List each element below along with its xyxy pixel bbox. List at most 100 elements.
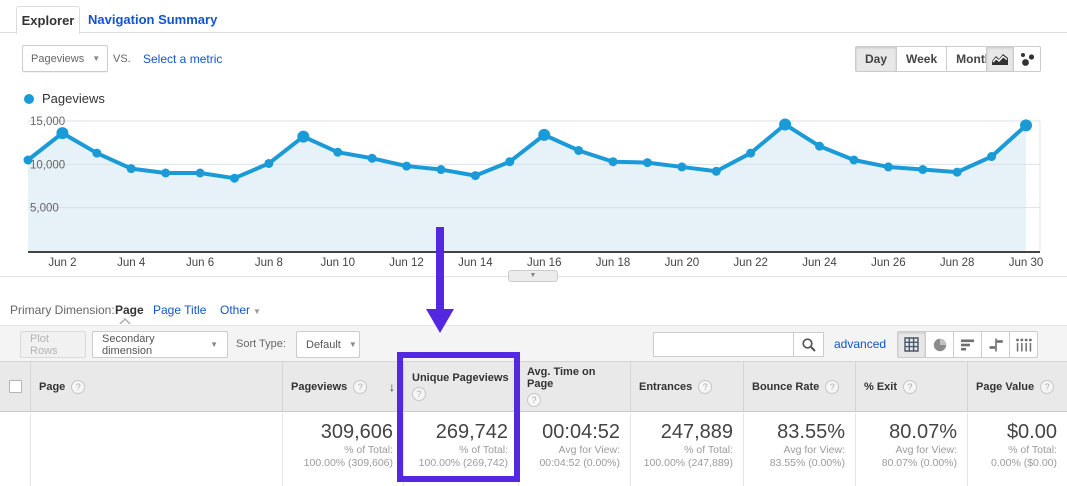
- column-header-page[interactable]: Page?: [30, 362, 282, 411]
- vs-label: VS.: [113, 53, 131, 65]
- horizontal-bars-icon: [960, 339, 974, 350]
- help-icon[interactable]: ?: [527, 393, 541, 407]
- table-view-button[interactable]: [897, 331, 926, 358]
- cell-pageviews: 309,606 % of Total: 100.00% (309,606): [282, 413, 403, 486]
- primary-dimension-bar: Primary Dimension: Page Page Title Other…: [0, 300, 1067, 324]
- sort-type-label: Sort Type:: [236, 338, 286, 350]
- cell-unique-pageviews: 269,742 % of Total: 100.00% (269,742): [403, 413, 518, 486]
- table-grid-icon: [904, 337, 919, 352]
- percentage-view-button[interactable]: [925, 331, 954, 358]
- svg-text:Jun 4: Jun 4: [117, 257, 146, 269]
- table-search: [653, 332, 824, 357]
- column-header-bounce-rate[interactable]: Bounce Rate?: [743, 362, 855, 411]
- svg-text:Jun 12: Jun 12: [389, 257, 424, 269]
- timeline-expander-button[interactable]: ▼: [508, 270, 558, 282]
- svg-text:Jun 6: Jun 6: [186, 257, 214, 269]
- cell-entrances: 247,889 % of Total: 100.00% (247,889): [630, 413, 743, 486]
- svg-text:Jun 2: Jun 2: [48, 257, 76, 269]
- cell-avg-time-on-page: 00:04:52 Avg for View: 00:04:52 (0.00%): [518, 413, 630, 486]
- svg-text:10,000: 10,000: [30, 159, 65, 171]
- cell-percent-exit: 80.07% Avg for View: 80.07% (0.00%): [855, 413, 967, 486]
- select-a-metric-link[interactable]: Select a metric: [143, 52, 223, 66]
- search-icon: [801, 337, 816, 352]
- motion-chart-dots-icon: [1021, 53, 1035, 66]
- svg-text:Jun 20: Jun 20: [665, 257, 700, 269]
- table-toolbar: Plot Rows Secondary dimension ▼ Sort Typ…: [0, 325, 1067, 362]
- column-header-pageviews[interactable]: Pageviews? ↓: [282, 362, 403, 411]
- search-button[interactable]: [793, 332, 824, 357]
- sort-descending-icon: ↓: [389, 379, 395, 394]
- chevron-down-icon: ▼: [348, 340, 357, 349]
- expander-caret-icon: ▼: [529, 272, 537, 279]
- series-color-dot: [24, 93, 34, 104]
- chevron-down-icon: ▼: [92, 54, 101, 63]
- svg-text:Jun 14: Jun 14: [458, 257, 493, 269]
- column-header-avg-time-on-page[interactable]: Avg. Time on Page ?: [518, 362, 630, 411]
- column-header-entrances[interactable]: Entrances?: [630, 362, 743, 411]
- primary-dimension-label: Primary Dimension:: [10, 303, 115, 317]
- chevron-down-icon: ▼: [253, 307, 261, 316]
- svg-text:Jun 26: Jun 26: [871, 257, 906, 269]
- cell-bounce-rate: 83.55% Avg for View: 83.55% (0.00%): [743, 413, 855, 486]
- week-button[interactable]: Week: [896, 46, 948, 72]
- comparison-view-button[interactable]: [981, 331, 1010, 358]
- row-checkbox-cell: [0, 413, 30, 486]
- cell-page: [30, 413, 282, 486]
- sort-type-dropdown[interactable]: Default ▼: [296, 331, 360, 358]
- day-button[interactable]: Day: [855, 46, 898, 72]
- svg-text:15,000: 15,000: [30, 116, 65, 128]
- metric-selector-dropdown[interactable]: Pageviews ▼: [22, 45, 108, 72]
- tab-navigation-summary[interactable]: Navigation Summary: [88, 12, 218, 27]
- pivot-icon: [1016, 338, 1032, 351]
- help-icon[interactable]: ?: [71, 379, 86, 394]
- dimension-page-title[interactable]: Page Title: [153, 303, 207, 317]
- help-icon[interactable]: ?: [825, 379, 840, 394]
- advanced-search-link[interactable]: advanced: [834, 337, 887, 351]
- pivot-view-button[interactable]: [1009, 331, 1038, 358]
- chart-type-group: [986, 46, 1041, 72]
- help-icon[interactable]: ?: [412, 387, 426, 401]
- table-header-row: Page? Pageviews? ↓ Unique Pageviews ? Avg…: [0, 361, 1067, 412]
- svg-text:5,000: 5,000: [30, 203, 59, 215]
- table-totals-row: 309,606 % of Total: 100.00% (309,606) 26…: [0, 413, 1067, 486]
- metric-selector-value: Pageviews: [31, 52, 85, 65]
- svg-text:Jun 16: Jun 16: [527, 257, 562, 269]
- motion-chart-button[interactable]: [1013, 46, 1041, 72]
- plot-rows-button[interactable]: Plot Rows: [20, 331, 86, 358]
- line-chart-button[interactable]: [986, 46, 1014, 72]
- help-icon[interactable]: ?: [1040, 379, 1055, 394]
- svg-text:Jun 28: Jun 28: [940, 257, 975, 269]
- series-legend-label: Pageviews: [42, 91, 105, 106]
- tab-explorer[interactable]: Explorer: [16, 6, 80, 34]
- performance-view-button[interactable]: [953, 331, 982, 358]
- svg-text:Jun 10: Jun 10: [320, 257, 355, 269]
- header-checkbox-cell: [0, 362, 30, 411]
- search-input[interactable]: [653, 332, 794, 357]
- view-type-group: [897, 331, 1038, 358]
- chart-legend: Pageviews: [24, 91, 105, 106]
- select-all-checkbox[interactable]: [8, 380, 22, 393]
- dimension-page[interactable]: Page: [115, 303, 144, 317]
- help-icon[interactable]: ?: [698, 379, 713, 394]
- secondary-dimension-dropdown[interactable]: Secondary dimension ▼: [92, 331, 228, 358]
- dimension-other[interactable]: Other ▼: [220, 303, 261, 317]
- pie-chart-icon: [933, 338, 946, 351]
- chevron-down-icon: ▼: [210, 340, 218, 349]
- column-header-page-value[interactable]: Page Value?: [967, 362, 1067, 411]
- column-header-percent-exit[interactable]: % Exit?: [855, 362, 967, 411]
- cell-page-value: $0.00 % of Total: 0.00% ($0.00): [967, 413, 1067, 486]
- tab-strip: Explorer Navigation Summary: [0, 0, 1067, 34]
- help-icon[interactable]: ?: [903, 379, 918, 394]
- granularity-group: Day Week Month: [855, 46, 1003, 72]
- area-chart-icon: [992, 54, 1008, 65]
- svg-text:Jun 22: Jun 22: [733, 257, 768, 269]
- svg-text:Jun 8: Jun 8: [255, 257, 283, 269]
- pageviews-line-chart[interactable]: 5,000 10,000 15,000 Jun 2 Jun 4 Jun 6 Jun 8 Jun…: [0, 105, 1067, 275]
- svg-text:Jun 30: Jun 30: [1009, 257, 1044, 269]
- column-header-unique-pageviews[interactable]: Unique Pageviews ?: [403, 362, 518, 411]
- svg-text:Jun 18: Jun 18: [596, 257, 631, 269]
- comparison-bars-icon: [989, 338, 1003, 351]
- svg-text:Jun 24: Jun 24: [802, 257, 837, 269]
- help-icon[interactable]: ?: [353, 379, 368, 394]
